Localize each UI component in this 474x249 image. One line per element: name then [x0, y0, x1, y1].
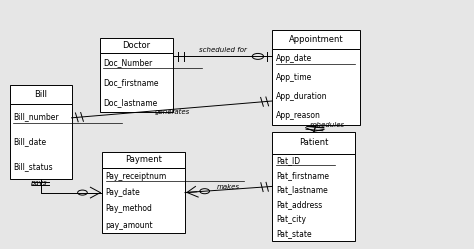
Text: Pay_date: Pay_date	[106, 188, 140, 197]
Text: App_duration: App_duration	[276, 92, 327, 101]
Text: makes: makes	[217, 184, 240, 190]
Text: scheduled for: scheduled for	[199, 48, 247, 54]
Bar	[102, 152, 185, 168]
Text: Pay_receiptnum: Pay_receiptnum	[106, 172, 167, 181]
Text: Bill_status: Bill_status	[13, 162, 53, 171]
Bar	[273, 132, 355, 154]
Bar	[102, 168, 185, 234]
Text: Pat_firstname: Pat_firstname	[276, 171, 329, 180]
Text: Payment: Payment	[125, 155, 162, 164]
Text: Patient: Patient	[299, 138, 328, 147]
Bar	[10, 104, 72, 179]
Text: Doctor: Doctor	[122, 41, 151, 50]
Text: App_date: App_date	[276, 54, 312, 63]
Text: Bill_date: Bill_date	[13, 137, 46, 146]
Text: Appointment: Appointment	[289, 35, 344, 44]
Text: generates: generates	[155, 109, 190, 115]
Text: Doc_firstname: Doc_firstname	[103, 78, 159, 87]
Text: Pat_address: Pat_address	[276, 200, 322, 209]
Text: Doc_Number: Doc_Number	[103, 58, 153, 67]
Bar	[100, 53, 173, 112]
Text: Pat_ID: Pat_ID	[276, 156, 300, 166]
Bar	[273, 30, 360, 49]
Text: Pay_method: Pay_method	[106, 204, 153, 213]
Bar	[100, 38, 173, 53]
Text: pays: pays	[30, 180, 47, 186]
Text: Bill: Bill	[35, 90, 47, 99]
Text: Pat_city: Pat_city	[276, 215, 306, 224]
Bar	[273, 154, 355, 241]
Text: Bill_number: Bill_number	[13, 112, 59, 121]
Text: App_reason: App_reason	[276, 111, 320, 120]
Text: pay_amount: pay_amount	[106, 221, 153, 230]
Text: Pat_lastname: Pat_lastname	[276, 186, 328, 194]
Text: Pat_state: Pat_state	[276, 229, 311, 238]
Text: schedules: schedules	[310, 122, 346, 128]
Bar	[273, 49, 360, 124]
Bar	[10, 85, 72, 104]
Text: Doc_lastname: Doc_lastname	[103, 98, 157, 107]
Text: App_time: App_time	[276, 73, 312, 82]
